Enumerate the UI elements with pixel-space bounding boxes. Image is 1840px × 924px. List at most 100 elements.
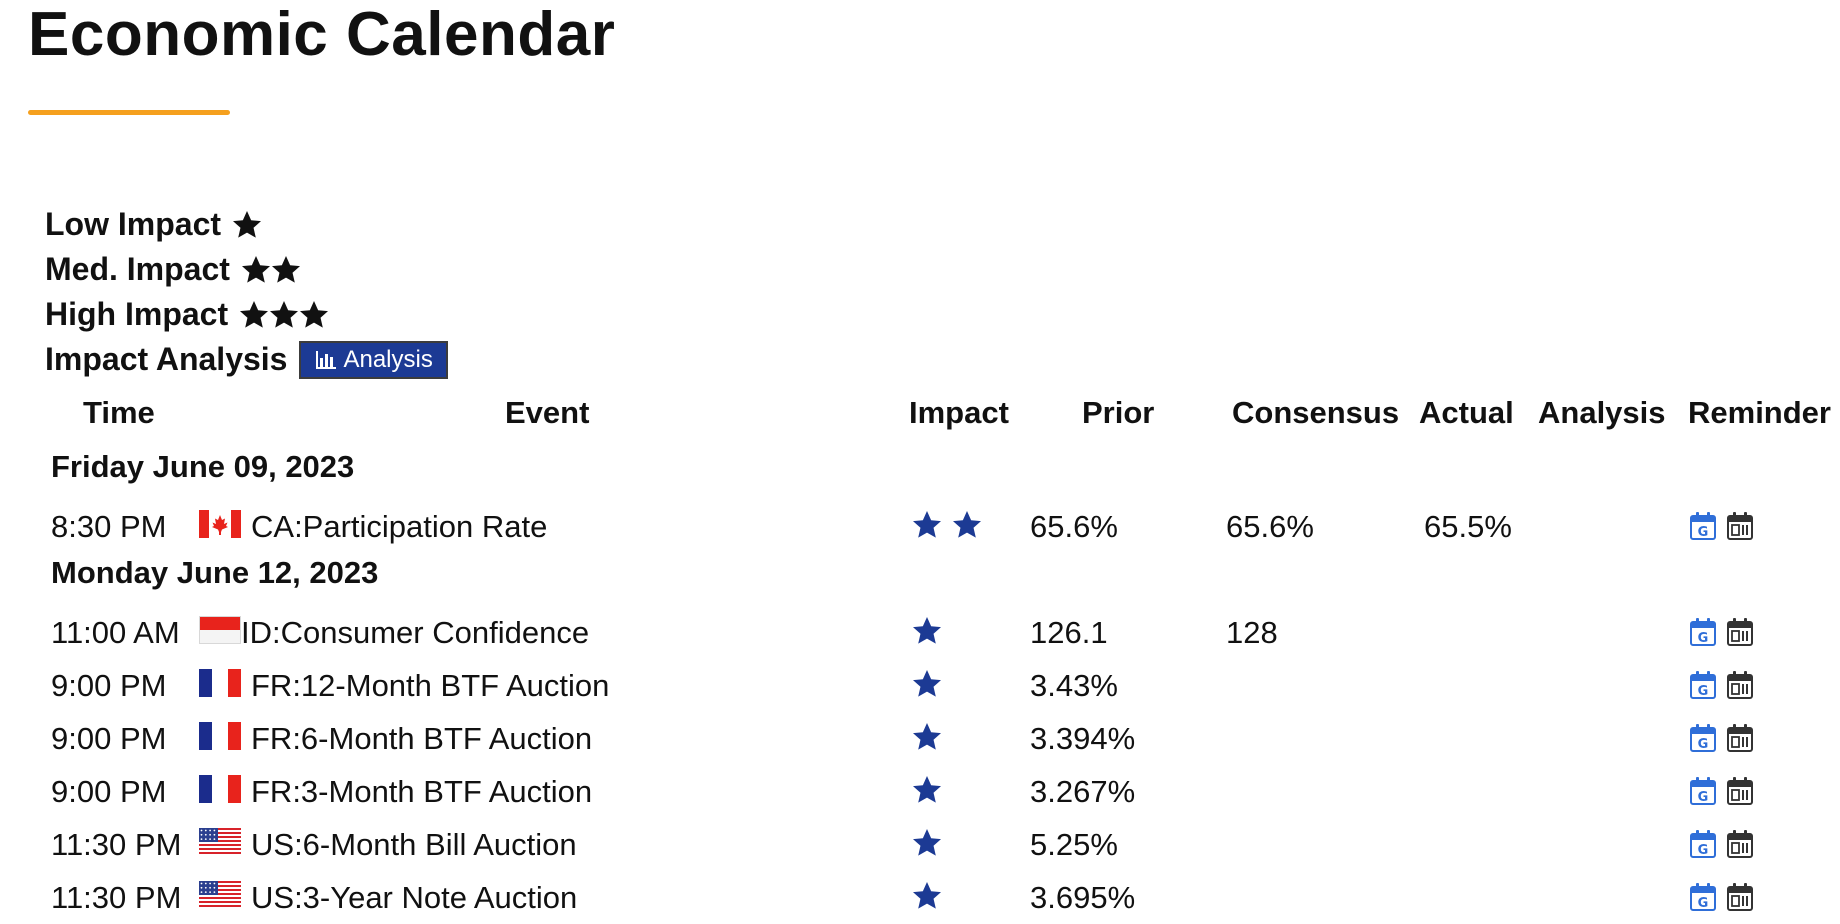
event-time: 11:00 AM xyxy=(51,615,180,650)
header-consensus: Consensus xyxy=(1232,395,1400,430)
svg-text:G: G xyxy=(1698,843,1709,858)
flag-usa xyxy=(199,881,241,909)
header-analysis: Analysis xyxy=(1538,395,1666,430)
header-prior: Prior xyxy=(1082,395,1155,430)
outlook-calendar-icon[interactable] xyxy=(1726,617,1754,647)
event-name: CA:Participation Rate xyxy=(251,509,548,544)
header-impact: Impact xyxy=(909,395,1009,430)
prior-value: 126.1 xyxy=(1030,615,1108,650)
event-time: 9:00 PM xyxy=(51,721,167,756)
legend-analysis-label: Impact Analysis xyxy=(45,341,288,377)
outlook-calendar-icon[interactable] xyxy=(1726,511,1754,541)
star-icon xyxy=(913,882,941,909)
flag-france xyxy=(199,669,241,697)
prior-value: 3.394% xyxy=(1030,721,1136,756)
header-event: Event xyxy=(505,395,590,430)
google-calendar-icon[interactable]: G xyxy=(1689,511,1717,541)
impact-stars xyxy=(911,615,951,647)
google-calendar-icon[interactable]: G xyxy=(1689,829,1717,859)
event-name: FR:12-Month BTF Auction xyxy=(251,668,610,703)
flag-france xyxy=(199,775,241,803)
outlook-calendar-icon[interactable] xyxy=(1726,670,1754,700)
table-row: 9:00 PM FR:6-Month BTF Auction 3.394% G xyxy=(0,712,1840,765)
table-row: 8:30 PM CA:Participation Rate 65.6% 65.6% 65… xyxy=(0,500,1840,553)
event-name: FR:6-Month BTF Auction xyxy=(251,721,593,756)
event-name: FR:3-Month BTF Auction xyxy=(251,774,593,809)
date-header: Friday June 09, 2023 xyxy=(51,449,355,484)
google-calendar-icon[interactable]: G xyxy=(1689,882,1717,912)
star-icon xyxy=(240,300,269,328)
prior-value: 3.267% xyxy=(1030,774,1136,809)
star-icon xyxy=(913,723,941,750)
google-calendar-icon[interactable]: G xyxy=(1689,617,1717,647)
table-row: 11:30 PM US:6-Month Bill Auction 5.25% G xyxy=(0,818,1840,871)
outlook-calendar-icon[interactable] xyxy=(1726,776,1754,806)
star-icon xyxy=(270,300,299,328)
event-name: ID:Consumer Confidence xyxy=(241,615,590,650)
star-icon xyxy=(271,255,300,283)
table-row: 9:00 PM FR:12-Month BTF Auction 3.43% G xyxy=(0,659,1840,712)
actual-value: 65.5% xyxy=(1424,509,1512,544)
legend-low-label: Low Impact xyxy=(45,206,222,242)
impact-stars xyxy=(911,880,951,912)
prior-value: 65.6% xyxy=(1030,509,1118,544)
analysis-button[interactable]: Analysis xyxy=(299,340,448,379)
legend-med-impact: Med. Impact xyxy=(45,247,448,292)
bar-chart-icon xyxy=(316,350,337,369)
legend-high-impact: High Impact xyxy=(45,292,448,337)
star-icon xyxy=(913,829,941,856)
table-row: 11:00 AM ID:Consumer Confidence 126.1 128 G xyxy=(0,606,1840,659)
legend-med-stars xyxy=(240,254,300,286)
svg-text:G: G xyxy=(1698,684,1709,699)
impact-stars xyxy=(911,509,991,541)
flag-usa xyxy=(199,828,241,856)
event-time: 9:00 PM xyxy=(51,668,167,703)
star-icon xyxy=(233,210,262,238)
event-name: US:3-Year Note Auction xyxy=(251,880,578,915)
header-actual: Actual xyxy=(1419,395,1514,430)
consensus-value: 65.6% xyxy=(1226,509,1314,544)
legend-low-impact: Low Impact xyxy=(45,202,448,247)
legend-impact-analysis: Impact Analysis Analysis xyxy=(45,337,448,382)
event-time: 8:30 PM xyxy=(51,509,167,544)
svg-text:G: G xyxy=(1698,896,1709,911)
svg-text:G: G xyxy=(1698,737,1709,752)
star-icon xyxy=(913,776,941,803)
impact-stars xyxy=(911,668,951,700)
prior-value: 3.43% xyxy=(1030,668,1118,703)
event-time: 9:00 PM xyxy=(51,774,167,809)
prior-value: 3.695% xyxy=(1030,880,1136,915)
header-time: Time xyxy=(83,395,155,430)
outlook-calendar-icon[interactable] xyxy=(1726,829,1754,859)
outlook-calendar-icon[interactable] xyxy=(1726,882,1754,912)
star-icon xyxy=(241,255,270,283)
star-icon xyxy=(913,670,941,697)
flag-indonesia xyxy=(199,616,241,644)
legend-med-label: Med. Impact xyxy=(45,251,230,287)
legend-high-label: High Impact xyxy=(45,296,229,332)
google-calendar-icon[interactable]: G xyxy=(1689,776,1717,806)
date-header: Monday June 12, 2023 xyxy=(51,555,379,590)
analysis-button-label: Analysis xyxy=(343,345,433,373)
star-icon xyxy=(913,511,941,538)
star-icon xyxy=(953,511,981,538)
legend-low-stars xyxy=(231,209,262,241)
event-name: US:6-Month Bill Auction xyxy=(251,827,577,862)
google-calendar-icon[interactable]: G xyxy=(1689,723,1717,753)
impact-stars xyxy=(911,774,951,806)
page-title: Economic Calendar xyxy=(28,0,616,69)
table-row: 11:30 PM US:3-Year Note Auction 3.695% G xyxy=(0,871,1840,924)
event-time: 11:30 PM xyxy=(51,880,182,915)
star-icon xyxy=(300,300,329,328)
svg-text:G: G xyxy=(1698,525,1709,540)
star-icon xyxy=(913,617,941,644)
flag-canada xyxy=(199,510,241,538)
header-reminder: Reminder xyxy=(1688,395,1831,430)
outlook-calendar-icon[interactable] xyxy=(1726,723,1754,753)
impact-stars xyxy=(911,721,951,753)
svg-text:G: G xyxy=(1698,631,1709,646)
google-calendar-icon[interactable]: G xyxy=(1689,670,1717,700)
table-row: 9:00 PM FR:3-Month BTF Auction 3.267% G xyxy=(0,765,1840,818)
impact-legend: Low Impact Med. Impact High Impact Impac… xyxy=(45,202,448,382)
svg-text:G: G xyxy=(1698,790,1709,805)
